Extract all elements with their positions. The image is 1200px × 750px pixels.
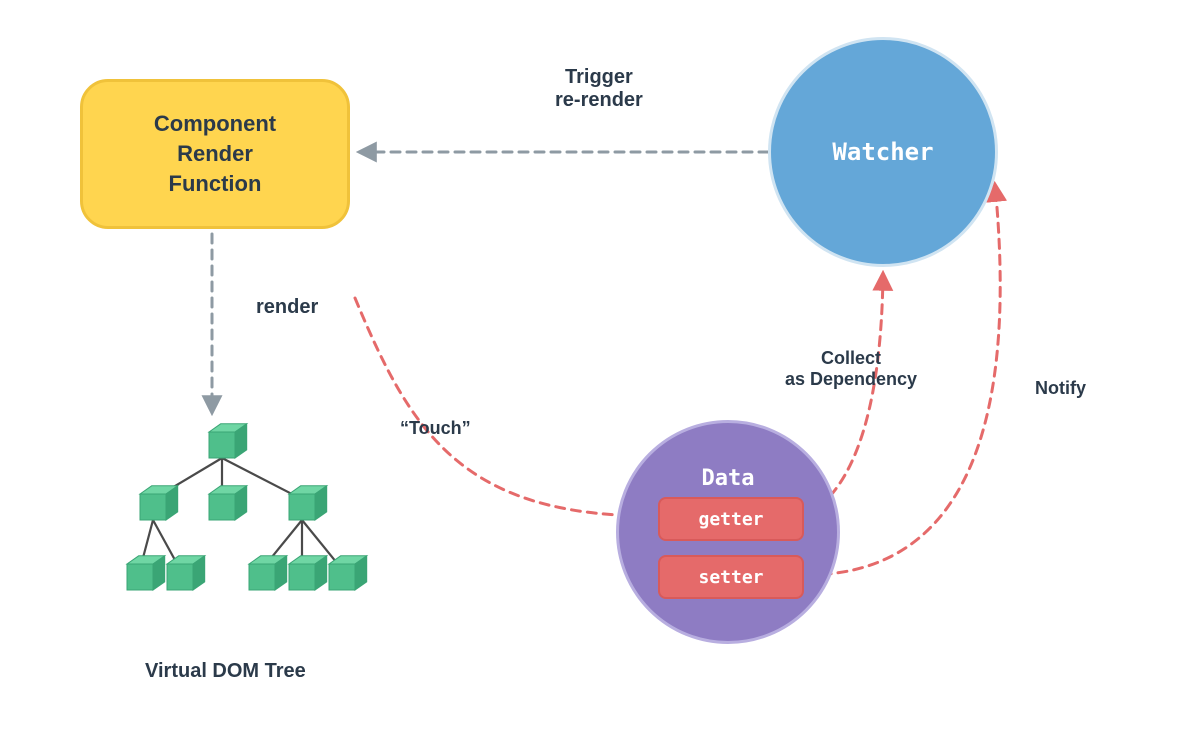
tree-cube-icon: [127, 556, 165, 590]
notify-label: Notify: [1035, 378, 1086, 399]
tree-cube-icon: [167, 556, 205, 590]
tree-edge: [140, 520, 153, 569]
tree-edge: [302, 520, 342, 569]
getter-badge: getter: [658, 497, 804, 541]
virtual-dom-tree-caption: Virtual DOM Tree: [145, 660, 306, 683]
component-render-function-node: Component Render Function: [80, 79, 350, 229]
tree-cube-icon: [140, 486, 178, 520]
trigger-rerender-label: Trigger re-render: [555, 66, 643, 112]
watcher-label: Watcher: [832, 138, 933, 166]
setter-badge: setter: [658, 555, 804, 599]
tree-cube-icon: [289, 556, 327, 590]
getter-label: getter: [698, 509, 763, 530]
tree-cube-icon: [209, 424, 247, 458]
tree-edge: [222, 458, 302, 499]
tree-cube-icon: [249, 556, 287, 590]
setter-label: setter: [698, 567, 763, 588]
tree-edge: [153, 520, 180, 569]
collect-dependency-label: Collect as Dependency: [785, 348, 917, 390]
touch-label: “Touch”: [400, 418, 471, 439]
tree-cube-icon: [289, 486, 327, 520]
arrow-touch_to_getter: [355, 298, 652, 516]
data-label: Data: [619, 466, 837, 491]
tree-edge: [153, 458, 222, 499]
tree-cube-icon: [329, 556, 367, 590]
tree-edge: [262, 520, 302, 569]
render-label: render: [256, 296, 318, 319]
diagram-stage: Component Render Function Watcher Data g…: [0, 0, 1200, 750]
component-render-function-label: Component Render Function: [154, 109, 276, 198]
tree-cube-icon: [209, 486, 247, 520]
watcher-node: Watcher: [768, 37, 998, 267]
